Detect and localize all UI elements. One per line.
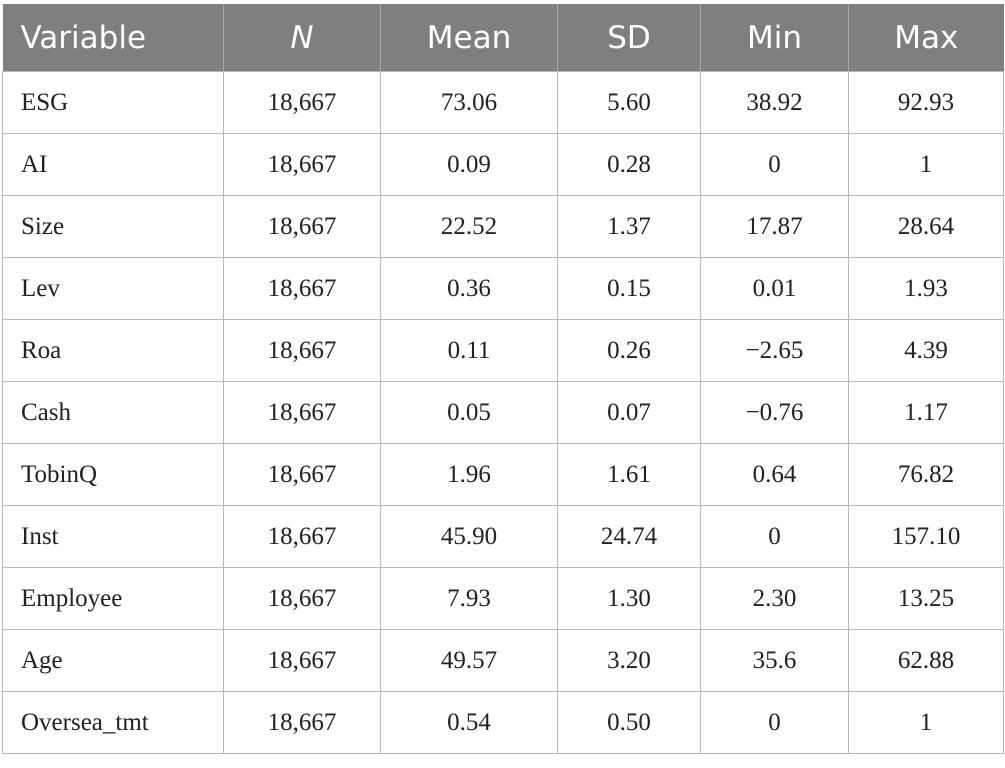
value-cell: 0.50: [557, 691, 701, 754]
variable-cell: Employee: [2, 567, 224, 630]
value-cell: 0.64: [700, 443, 849, 506]
value-cell: 0.01: [700, 257, 849, 320]
value-cell: 1: [848, 133, 1004, 196]
header-cell: Min: [700, 4, 849, 72]
value-cell: 0.11: [380, 319, 558, 382]
value-cell: 1.96: [380, 443, 558, 506]
value-cell: 18,667: [223, 381, 381, 444]
variable-cell: TobinQ: [2, 443, 224, 506]
table-row: Oversea_tmt 18,667 0.54 0.50 0 1: [2, 691, 1004, 754]
value-cell: 18,667: [223, 195, 381, 258]
value-cell: 1.30: [557, 567, 701, 630]
value-cell: 18,667: [223, 71, 381, 134]
variable-cell: Lev: [2, 257, 224, 320]
variable-cell: Oversea_tmt: [2, 691, 224, 754]
variable-cell: AI: [2, 133, 224, 196]
table-row: Size 18,667 22.52 1.37 17.87 28.64: [2, 195, 1004, 258]
value-cell: 1.61: [557, 443, 701, 506]
value-cell: 18,667: [223, 505, 381, 568]
variable-cell: ESG: [2, 71, 224, 134]
header-cell: SD: [557, 4, 701, 72]
value-cell: 0.36: [380, 257, 558, 320]
value-cell: 17.87: [700, 195, 849, 258]
table-row: Employee 18,667 7.93 1.30 2.30 13.25: [2, 567, 1004, 630]
value-cell: 1.37: [557, 195, 701, 258]
table-row: Age 18,667 49.57 3.20 35.6 62.88: [2, 629, 1004, 692]
variable-cell: Age: [2, 629, 224, 692]
value-cell: 2.30: [700, 567, 849, 630]
variable-cell: Inst: [2, 505, 224, 568]
summary-table: Variable N Mean SD Min Max ESG 18,667 73.06 5.60…: [2, 4, 1004, 754]
value-cell: 3.20: [557, 629, 701, 692]
value-cell: 18,667: [223, 443, 381, 506]
table-row: TobinQ 18,667 1.96 1.61 0.64 76.82: [2, 443, 1004, 506]
table-row: ESG 18,667 73.06 5.60 38.92 92.93: [2, 71, 1004, 134]
value-cell: 24.74: [557, 505, 701, 568]
value-cell: 0.07: [557, 381, 701, 444]
value-cell: 18,667: [223, 691, 381, 754]
value-cell: 1: [848, 691, 1004, 754]
value-cell: 38.92: [700, 71, 849, 134]
value-cell: 73.06: [380, 71, 558, 134]
table-row: Lev 18,667 0.36 0.15 0.01 1.93: [2, 257, 1004, 320]
header-row: Variable N Mean SD Min Max: [2, 4, 1004, 72]
value-cell: 0: [700, 133, 849, 196]
value-cell: 0.26: [557, 319, 701, 382]
value-cell: 0: [700, 691, 849, 754]
value-cell: 22.52: [380, 195, 558, 258]
value-cell: 18,667: [223, 257, 381, 320]
value-cell: 76.82: [848, 443, 1004, 506]
value-cell: 0: [700, 505, 849, 568]
value-cell: 4.39: [848, 319, 1004, 382]
value-cell: 62.88: [848, 629, 1004, 692]
variable-cell: Roa: [2, 319, 224, 382]
value-cell: 18,667: [223, 567, 381, 630]
value-cell: 0.15: [557, 257, 701, 320]
header-cell: Max: [848, 4, 1004, 72]
value-cell: 45.90: [380, 505, 558, 568]
value-cell: 18,667: [223, 319, 381, 382]
variable-cell: Cash: [2, 381, 224, 444]
table-row: Inst 18,667 45.90 24.74 0 157.10: [2, 505, 1004, 568]
table-body: ESG 18,667 73.06 5.60 38.92 92.93 AI 18,667 0.09…: [2, 71, 1004, 754]
value-cell: 5.60: [557, 71, 701, 134]
value-cell: 0.54: [380, 691, 558, 754]
value-cell: 49.57: [380, 629, 558, 692]
value-cell: 0.28: [557, 133, 701, 196]
value-cell: 1.93: [848, 257, 1004, 320]
header-cell: Variable: [2, 4, 224, 72]
value-cell: 18,667: [223, 133, 381, 196]
variable-cell: Size: [2, 195, 224, 258]
table-container: Variable N Mean SD Min Max ESG 18,667 73.06 5.60…: [2, 4, 1004, 754]
table-row: Roa 18,667 0.11 0.26 −2.65 4.39: [2, 319, 1004, 382]
value-cell: 7.93: [380, 567, 558, 630]
value-cell: −2.65: [700, 319, 849, 382]
value-cell: 35.6: [700, 629, 849, 692]
value-cell: −0.76: [700, 381, 849, 444]
value-cell: 92.93: [848, 71, 1004, 134]
value-cell: 0.09: [380, 133, 558, 196]
value-cell: 18,667: [223, 629, 381, 692]
value-cell: 1.17: [848, 381, 1004, 444]
table-row: AI 18,667 0.09 0.28 0 1: [2, 133, 1004, 196]
value-cell: 0.05: [380, 381, 558, 444]
header-cell: N: [223, 4, 381, 72]
value-cell: 28.64: [848, 195, 1004, 258]
value-cell: 157.10: [848, 505, 1004, 568]
value-cell: 13.25: [848, 567, 1004, 630]
header-cell: Mean: [380, 4, 558, 72]
table-row: Cash 18,667 0.05 0.07 −0.76 1.17: [2, 381, 1004, 444]
